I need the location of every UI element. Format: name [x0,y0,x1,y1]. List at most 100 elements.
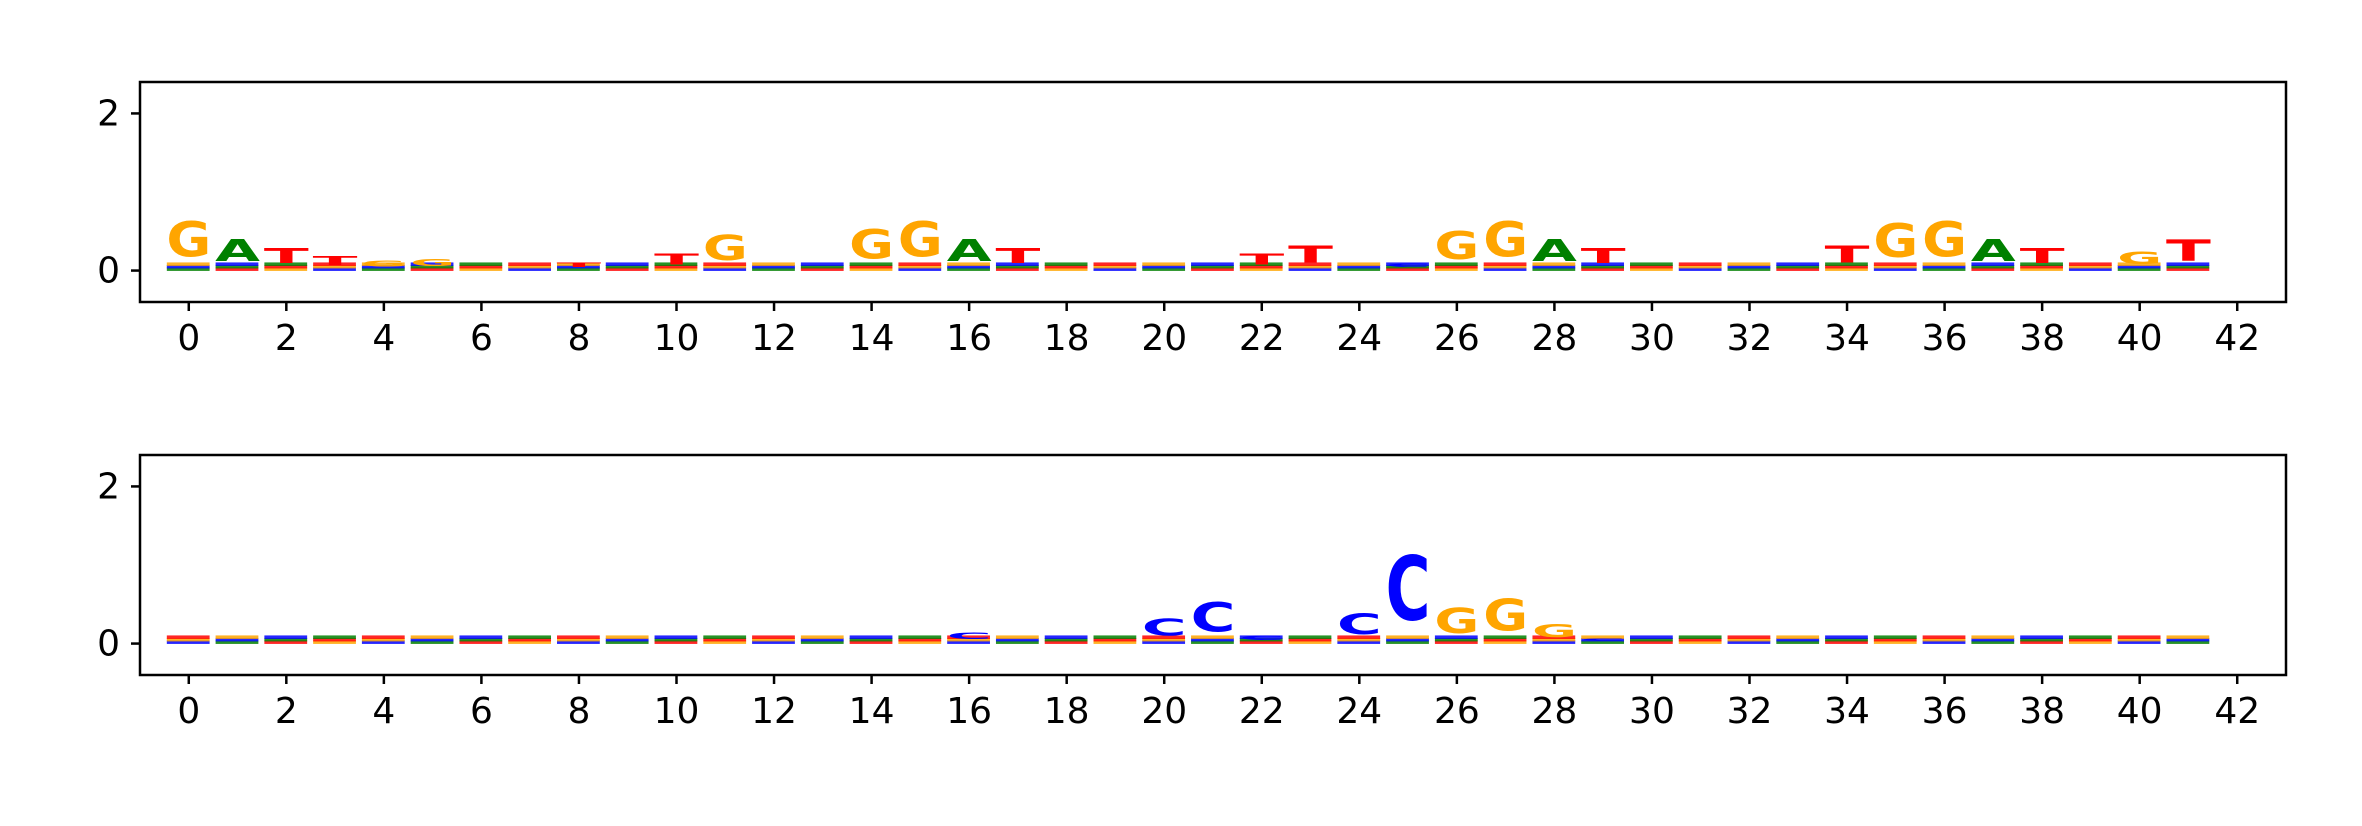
bottom-x-tick-label: 30 [1629,691,1675,732]
bottom-noise-mark [1142,635,1186,639]
bottom-logo-letter-c-20: C [1142,614,1187,641]
bottom-noise-mark [2068,635,2112,639]
bottom-noise-mark [1191,637,1234,642]
bottom-x-tick-label: 32 [1727,691,1773,732]
bottom-noise-mark [1337,640,1381,644]
bottom-noise-mark [1044,635,1088,639]
bottom-noise-mark [1678,640,1722,644]
top-noise-mark [1678,262,1722,266]
top-noise-mark [654,267,698,271]
top-noise-mark [1191,267,1234,271]
top-noise-mark [800,262,844,266]
top-noise-mark [313,267,356,271]
top-x-tick-label: 32 [1727,318,1773,359]
top-noise-mark [1288,262,1332,266]
bottom-noise-mark [1044,640,1088,644]
top-logo-letter-c-25: C [1386,263,1431,268]
top-logo-letter-g-26: G [1434,224,1479,269]
top-noise-mark [1483,264,1527,269]
top-noise-mark [264,267,308,271]
top-noise-mark [1825,264,1868,269]
top-noise-mark [752,267,795,271]
top-noise-mark [1532,262,1576,266]
top-noise-mark [1971,267,2015,271]
top-noise-mark [1093,267,1137,271]
top-logo-letter-g-40: G [2117,248,2162,268]
top-noise-mark [166,267,210,271]
bottom-noise-mark [1288,635,1332,639]
top-logo-letter-t-2: T [264,244,309,268]
bottom-noise-mark [1630,640,1673,644]
top-noise-mark [166,262,210,266]
bottom-noise-mark [557,635,600,639]
top-noise-mark [1873,267,1917,271]
top-x-tick-label: 0 [177,318,200,359]
top-noise-mark [1386,264,1429,269]
top-x-tick-label: 38 [2019,318,2065,359]
top-x-tick-label: 24 [1336,318,1382,359]
top-noise-mark [800,264,844,269]
top-logo-letter-t-29: T [1581,244,1626,268]
top-x-tick-label: 10 [654,318,700,359]
top-noise-mark [1337,264,1381,269]
top-logo-letter-g-5: G [410,258,455,269]
bottom-logo-letter-g-26: G [1434,600,1479,641]
top-noise-mark [410,267,454,271]
bottom-noise-mark [1922,637,1966,642]
top-baseline-noise [166,262,2210,271]
top-noise-mark [1922,262,1966,266]
top-noise-mark [2068,262,2112,266]
top-noise-mark [654,262,698,266]
bottom-noise-mark [947,637,990,642]
bottom-noise-mark [1483,635,1527,639]
bottom-noise-mark [459,635,503,639]
top-noise-mark [2020,267,2063,271]
top-noise-mark [898,262,942,266]
top-noise-mark [1971,262,2015,266]
top-noise-mark [1483,267,1527,271]
bottom-noise-mark [1386,640,1429,644]
top-noise-mark [1873,262,1917,266]
top-noise-mark [1434,267,1478,271]
top-noise-mark [1971,264,2015,269]
bottom-noise-mark [410,637,454,642]
bottom-noise-mark [1337,635,1381,639]
top-noise-mark [1776,262,1820,266]
bottom-noise-mark [557,637,600,642]
top-noise-mark [1337,262,1381,266]
bottom-noise-mark [1239,635,1283,639]
bottom-noise-mark [264,637,308,642]
top-noise-mark [1678,264,1722,269]
top-noise-mark [2068,264,2112,269]
bottom-noise-mark [264,635,308,639]
top-noise-mark [1093,262,1137,266]
top-noise-mark [313,262,356,266]
bottom-noise-mark [166,635,210,639]
bottom-x-tick-label: 34 [1824,691,1870,732]
top-noise-mark [605,262,649,266]
bottom-noise-mark [508,640,552,644]
bottom-noise-mark [1678,637,1722,642]
top-noise-mark [410,264,454,269]
top-x-tick-label: 18 [1044,318,1090,359]
top-x-tick-label: 28 [1532,318,1578,359]
bottom-noise-mark [1093,635,1137,639]
top-noise-mark [1239,262,1283,266]
bottom-noise-mark [2020,635,2063,639]
top-noise-mark [1191,262,1234,266]
top-x-tick-label: 12 [751,318,797,359]
bottom-noise-mark [800,635,844,639]
top-noise-mark [215,264,259,269]
top-noise-mark [508,267,552,271]
top-noise-mark [1825,262,1868,266]
bottom-noise-mark [1483,640,1527,644]
bottom-noise-mark [752,635,795,639]
bottom-noise-mark [752,640,795,644]
bottom-x-tick-label: 22 [1239,691,1285,732]
top-noise-mark [654,264,698,269]
bottom-baseline-noise [166,635,2210,644]
top-noise-mark [752,262,795,266]
top-noise-mark [361,267,405,271]
top-noise-mark [1678,267,1722,271]
top-logo-letter-a-37: A [1971,233,2016,268]
